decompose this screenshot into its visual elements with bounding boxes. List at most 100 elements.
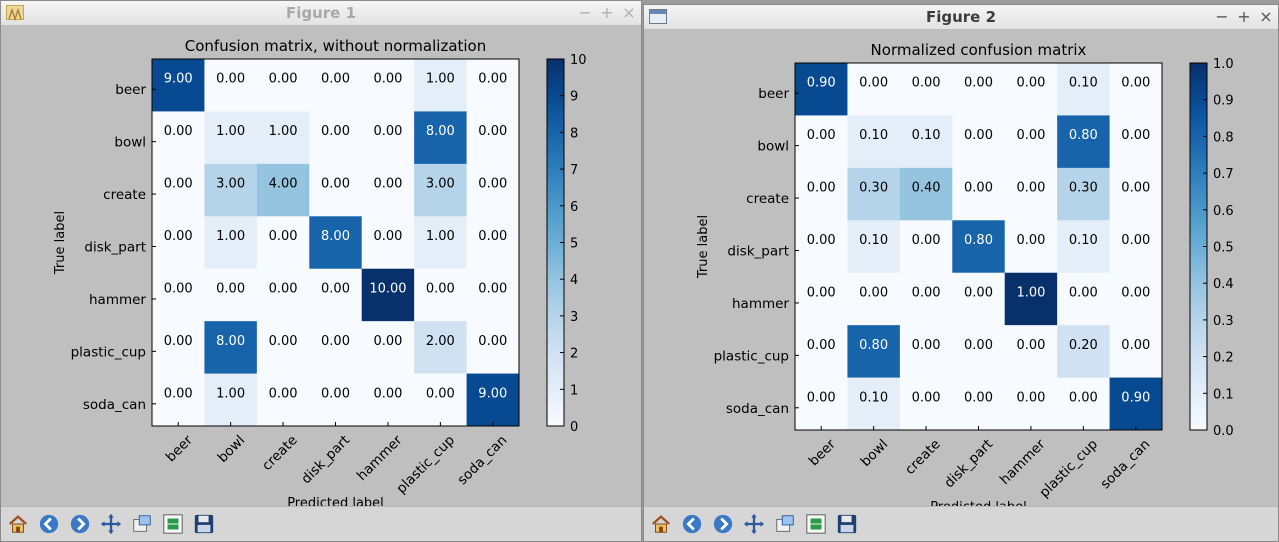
cell-label: 4.00 [269, 177, 298, 192]
matrix-cell [847, 115, 901, 169]
cell-label: 0.00 [807, 181, 836, 196]
x-tick-label: beer [806, 436, 839, 469]
x-axis-label: Predicted label [287, 496, 384, 508]
cell-label: 0.00 [373, 124, 402, 139]
cell-label: 0.10 [859, 128, 888, 143]
matrix-cell [309, 216, 363, 270]
cell-label: 0.00 [1016, 76, 1045, 91]
cell-label: 0.00 [912, 390, 941, 405]
cell-label: 0.80 [964, 233, 993, 248]
matrix-cell [899, 272, 953, 326]
matrix-cell [1109, 115, 1163, 169]
zoom-button[interactable] [129, 511, 155, 537]
pan-button[interactable] [98, 511, 124, 537]
figure2-canvas[interactable]: Normalized confusion matrix 0.90 0.00 0.00 0… [644, 30, 1278, 508]
cell-label: 0.00 [1121, 76, 1150, 91]
cell-label: 1.00 [426, 229, 455, 244]
colorbar-tick-label: 8 [570, 126, 578, 141]
cell-label: 1.00 [426, 72, 455, 87]
matrix-cell [414, 111, 468, 165]
maximize-button[interactable]: + [600, 3, 614, 22]
zoom-button[interactable] [772, 511, 798, 537]
matrix-cell [309, 163, 363, 217]
chart-title: Normalized confusion matrix [871, 41, 1087, 59]
cell-label: 0.00 [373, 386, 402, 401]
matrix-cell [361, 216, 415, 270]
close-button[interactable]: × [1259, 7, 1273, 26]
cell-label: 0.00 [478, 229, 507, 244]
cell-label: 0.00 [373, 177, 402, 192]
matrix-cell [847, 167, 901, 221]
matrix-cell [414, 373, 468, 427]
cell-label: 0.00 [859, 76, 888, 91]
cell-label: 0.00 [269, 229, 298, 244]
minimize-button[interactable]: − [1215, 7, 1229, 26]
pan-button[interactable] [741, 511, 767, 537]
forward-arrow-button[interactable] [67, 511, 93, 537]
matrix-cell [466, 111, 520, 165]
figure1-toolbar [1, 506, 641, 541]
figure1-canvas[interactable]: Confusion matrix, without normalization 9… [1, 26, 641, 508]
back-arrow-button[interactable] [36, 511, 62, 537]
figure1-titlebar[interactable]: Figure 1 − + × [1, 1, 641, 26]
save-button[interactable] [191, 511, 217, 537]
forward-arrow-icon [713, 514, 733, 534]
matrix-cell [1004, 377, 1058, 431]
matrix-cell [466, 321, 520, 375]
cell-label: 3.00 [426, 177, 455, 192]
cell-label: 0.00 [373, 72, 402, 87]
home-button[interactable] [5, 511, 31, 537]
figure2-toolbar [644, 506, 1278, 541]
pan-icon [743, 513, 765, 535]
forward-arrow-button[interactable] [710, 511, 736, 537]
matrix-cell [361, 111, 415, 165]
figure2-titlebar[interactable]: Figure 2 − + × [644, 5, 1278, 30]
matrix-cell [1004, 167, 1058, 221]
cell-label: 0.00 [912, 285, 941, 300]
matrix-cell [847, 63, 901, 116]
save-button[interactable] [834, 511, 860, 537]
matrix-cell [256, 268, 310, 322]
matrix-cell [1057, 115, 1111, 169]
colorbar-tick-label: 0 [570, 420, 578, 435]
matrix-cell [466, 216, 520, 270]
matrix-cell [1109, 377, 1163, 431]
cell-label: 1.00 [216, 386, 245, 401]
home-button[interactable] [648, 511, 674, 537]
colorbar-tick-label: 0.2 [1213, 351, 1234, 366]
cell-label: 0.00 [321, 177, 350, 192]
colorbar-tick-label: 4 [570, 273, 578, 288]
matrix-cell [466, 59, 520, 112]
y-tick-label: beer [758, 86, 789, 102]
zoom-icon [776, 515, 794, 532]
y-tick-label: soda_can [726, 401, 789, 417]
subplots-button[interactable] [160, 511, 186, 537]
subplots-button[interactable] [803, 511, 829, 537]
matrix-cell [309, 321, 363, 375]
x-tick-label: bowl [858, 436, 892, 470]
cell-label: 0.00 [321, 72, 350, 87]
cell-label: 0.30 [859, 181, 888, 196]
colorbar-tick-label: 6 [570, 200, 578, 215]
back-arrow-button[interactable] [679, 511, 705, 537]
y-tick-label: create [746, 191, 789, 207]
matrix-cell [414, 268, 468, 322]
cell-label: 0.00 [807, 390, 836, 405]
matrix-cell [1057, 63, 1111, 116]
matrix-cell [1057, 325, 1111, 379]
cell-label: 0.00 [964, 76, 993, 91]
matrix-cell [309, 59, 363, 112]
matrix-cell [361, 321, 415, 375]
matrix-cell [256, 373, 310, 427]
matrix-cell [152, 373, 205, 427]
colorbar-tick-label: 10 [570, 53, 587, 68]
colorbar-tick-label: 0.4 [1213, 277, 1234, 292]
matrix-cell [256, 163, 310, 217]
maximize-button[interactable]: + [1237, 7, 1251, 26]
matrix-cell [847, 220, 901, 274]
colorbar-tick-label: 1 [570, 383, 578, 398]
cell-label: 0.00 [807, 285, 836, 300]
close-button[interactable]: × [622, 3, 636, 22]
minimize-button[interactable]: − [578, 3, 592, 22]
back-arrow-icon [39, 514, 59, 534]
